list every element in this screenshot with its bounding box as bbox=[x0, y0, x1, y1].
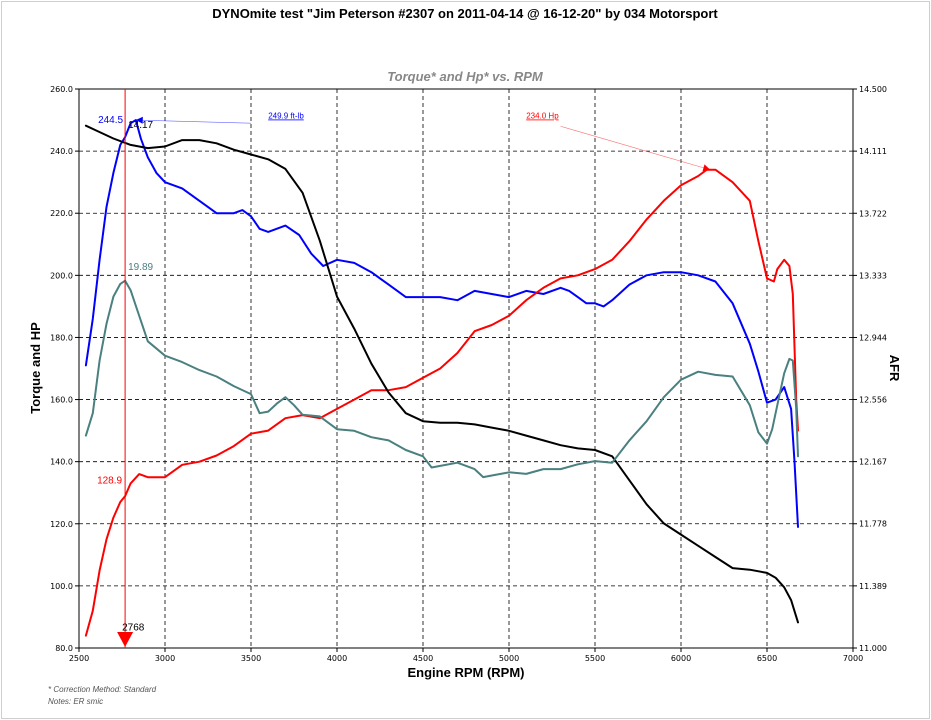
y-tick-label: 180.0 bbox=[50, 333, 73, 342]
hp-data-label: 234.0 Hp bbox=[526, 112, 559, 121]
y-tick-label: 240.0 bbox=[50, 147, 73, 156]
grid-lines bbox=[79, 89, 853, 648]
afr2-data-label: 19.89 bbox=[128, 262, 153, 273]
y-axis-label: Torque and HP bbox=[28, 322, 43, 414]
data-labels: 244.5 14.17 19.89 128.9 2768 249.9 ft-lb 234.0… bbox=[97, 112, 559, 634]
afr1-data-label: 14.17 bbox=[128, 120, 153, 131]
y2-tick-label: 13.722 bbox=[859, 209, 887, 218]
y2-axis-label: AFR bbox=[887, 355, 902, 382]
y-tick-label: 140.0 bbox=[50, 458, 73, 467]
afr2-line bbox=[84, 279, 799, 479]
y-tick-label: 220.0 bbox=[50, 209, 73, 218]
y2-tick-label: 12.167 bbox=[859, 458, 887, 467]
x-tick-label: 3000 bbox=[155, 654, 175, 663]
x-tick-label: 3500 bbox=[241, 654, 261, 663]
y2-tick-label: 11.778 bbox=[859, 520, 887, 529]
series-lines bbox=[84, 116, 799, 637]
y2-tick-label: 13.333 bbox=[859, 271, 887, 280]
x-axis-ticks: 2500 3000 3500 4000 4500 5000 5500 6000 6500 7000 bbox=[69, 648, 863, 663]
x-tick-label: 4500 bbox=[413, 654, 433, 663]
hp-line bbox=[84, 168, 799, 637]
y-tick-label: 160.0 bbox=[50, 396, 73, 405]
correction-note: * Correction Method: Standard bbox=[48, 685, 157, 694]
y-tick-label: 100.0 bbox=[50, 582, 73, 591]
notes-line: Notes: ER smic bbox=[48, 697, 103, 706]
x-tick-label: 7000 bbox=[843, 654, 863, 663]
torque-data-label: 249.9 ft-lb bbox=[268, 112, 304, 121]
cursor-marker[interactable] bbox=[117, 632, 134, 647]
torque-line bbox=[84, 119, 799, 528]
afr1-data-label: 2768 bbox=[122, 622, 145, 633]
y-axis-left-ticks: 80.0 100.0 120.0 140.0 160.0 180.0 200.0 220.0 2… bbox=[50, 85, 79, 653]
y2-tick-label: 14.111 bbox=[859, 147, 887, 156]
y2-tick-label: 12.944 bbox=[859, 334, 887, 343]
y-tick-label: 260.0 bbox=[50, 85, 73, 94]
chart-title: DYNOmite test "Jim Peterson #2307 on 201… bbox=[212, 6, 718, 21]
x-tick-label: 5000 bbox=[499, 654, 519, 663]
x-axis-label: Engine RPM (RPM) bbox=[408, 665, 525, 680]
y-tick-label: 200.0 bbox=[50, 271, 73, 280]
y2-tick-label: 14.500 bbox=[859, 85, 887, 94]
x-tick-label: 4000 bbox=[327, 654, 347, 663]
x-tick-label: 6000 bbox=[671, 654, 691, 663]
x-tick-label: 6500 bbox=[757, 654, 777, 663]
y-tick-label: 80.0 bbox=[55, 644, 73, 653]
y-axis-right-ticks: 11.000 11.389 11.778 12.167 12.556 12.944 13.3… bbox=[853, 85, 887, 653]
y2-tick-label: 11.000 bbox=[859, 644, 887, 653]
torque-peak-pointer bbox=[135, 119, 252, 124]
plot-area bbox=[78, 88, 854, 649]
y2-tick-label: 11.389 bbox=[859, 582, 887, 591]
hp-peak-pointer bbox=[560, 125, 711, 171]
torque-data-label: 244.5 bbox=[98, 115, 123, 126]
hp-data-label: 128.9 bbox=[97, 475, 122, 486]
chart-subtitle: Torque* and Hp* vs. RPM bbox=[387, 69, 544, 84]
y2-tick-label: 12.556 bbox=[859, 395, 887, 404]
x-tick-label: 5500 bbox=[585, 654, 605, 663]
torque-peak-arrow bbox=[135, 116, 143, 124]
x-tick-label: 2500 bbox=[69, 654, 89, 663]
hp-peak-arrow bbox=[702, 164, 711, 172]
y-tick-label: 120.0 bbox=[50, 520, 73, 529]
afr1-line bbox=[84, 124, 799, 624]
rpm-cursor[interactable] bbox=[117, 89, 134, 648]
